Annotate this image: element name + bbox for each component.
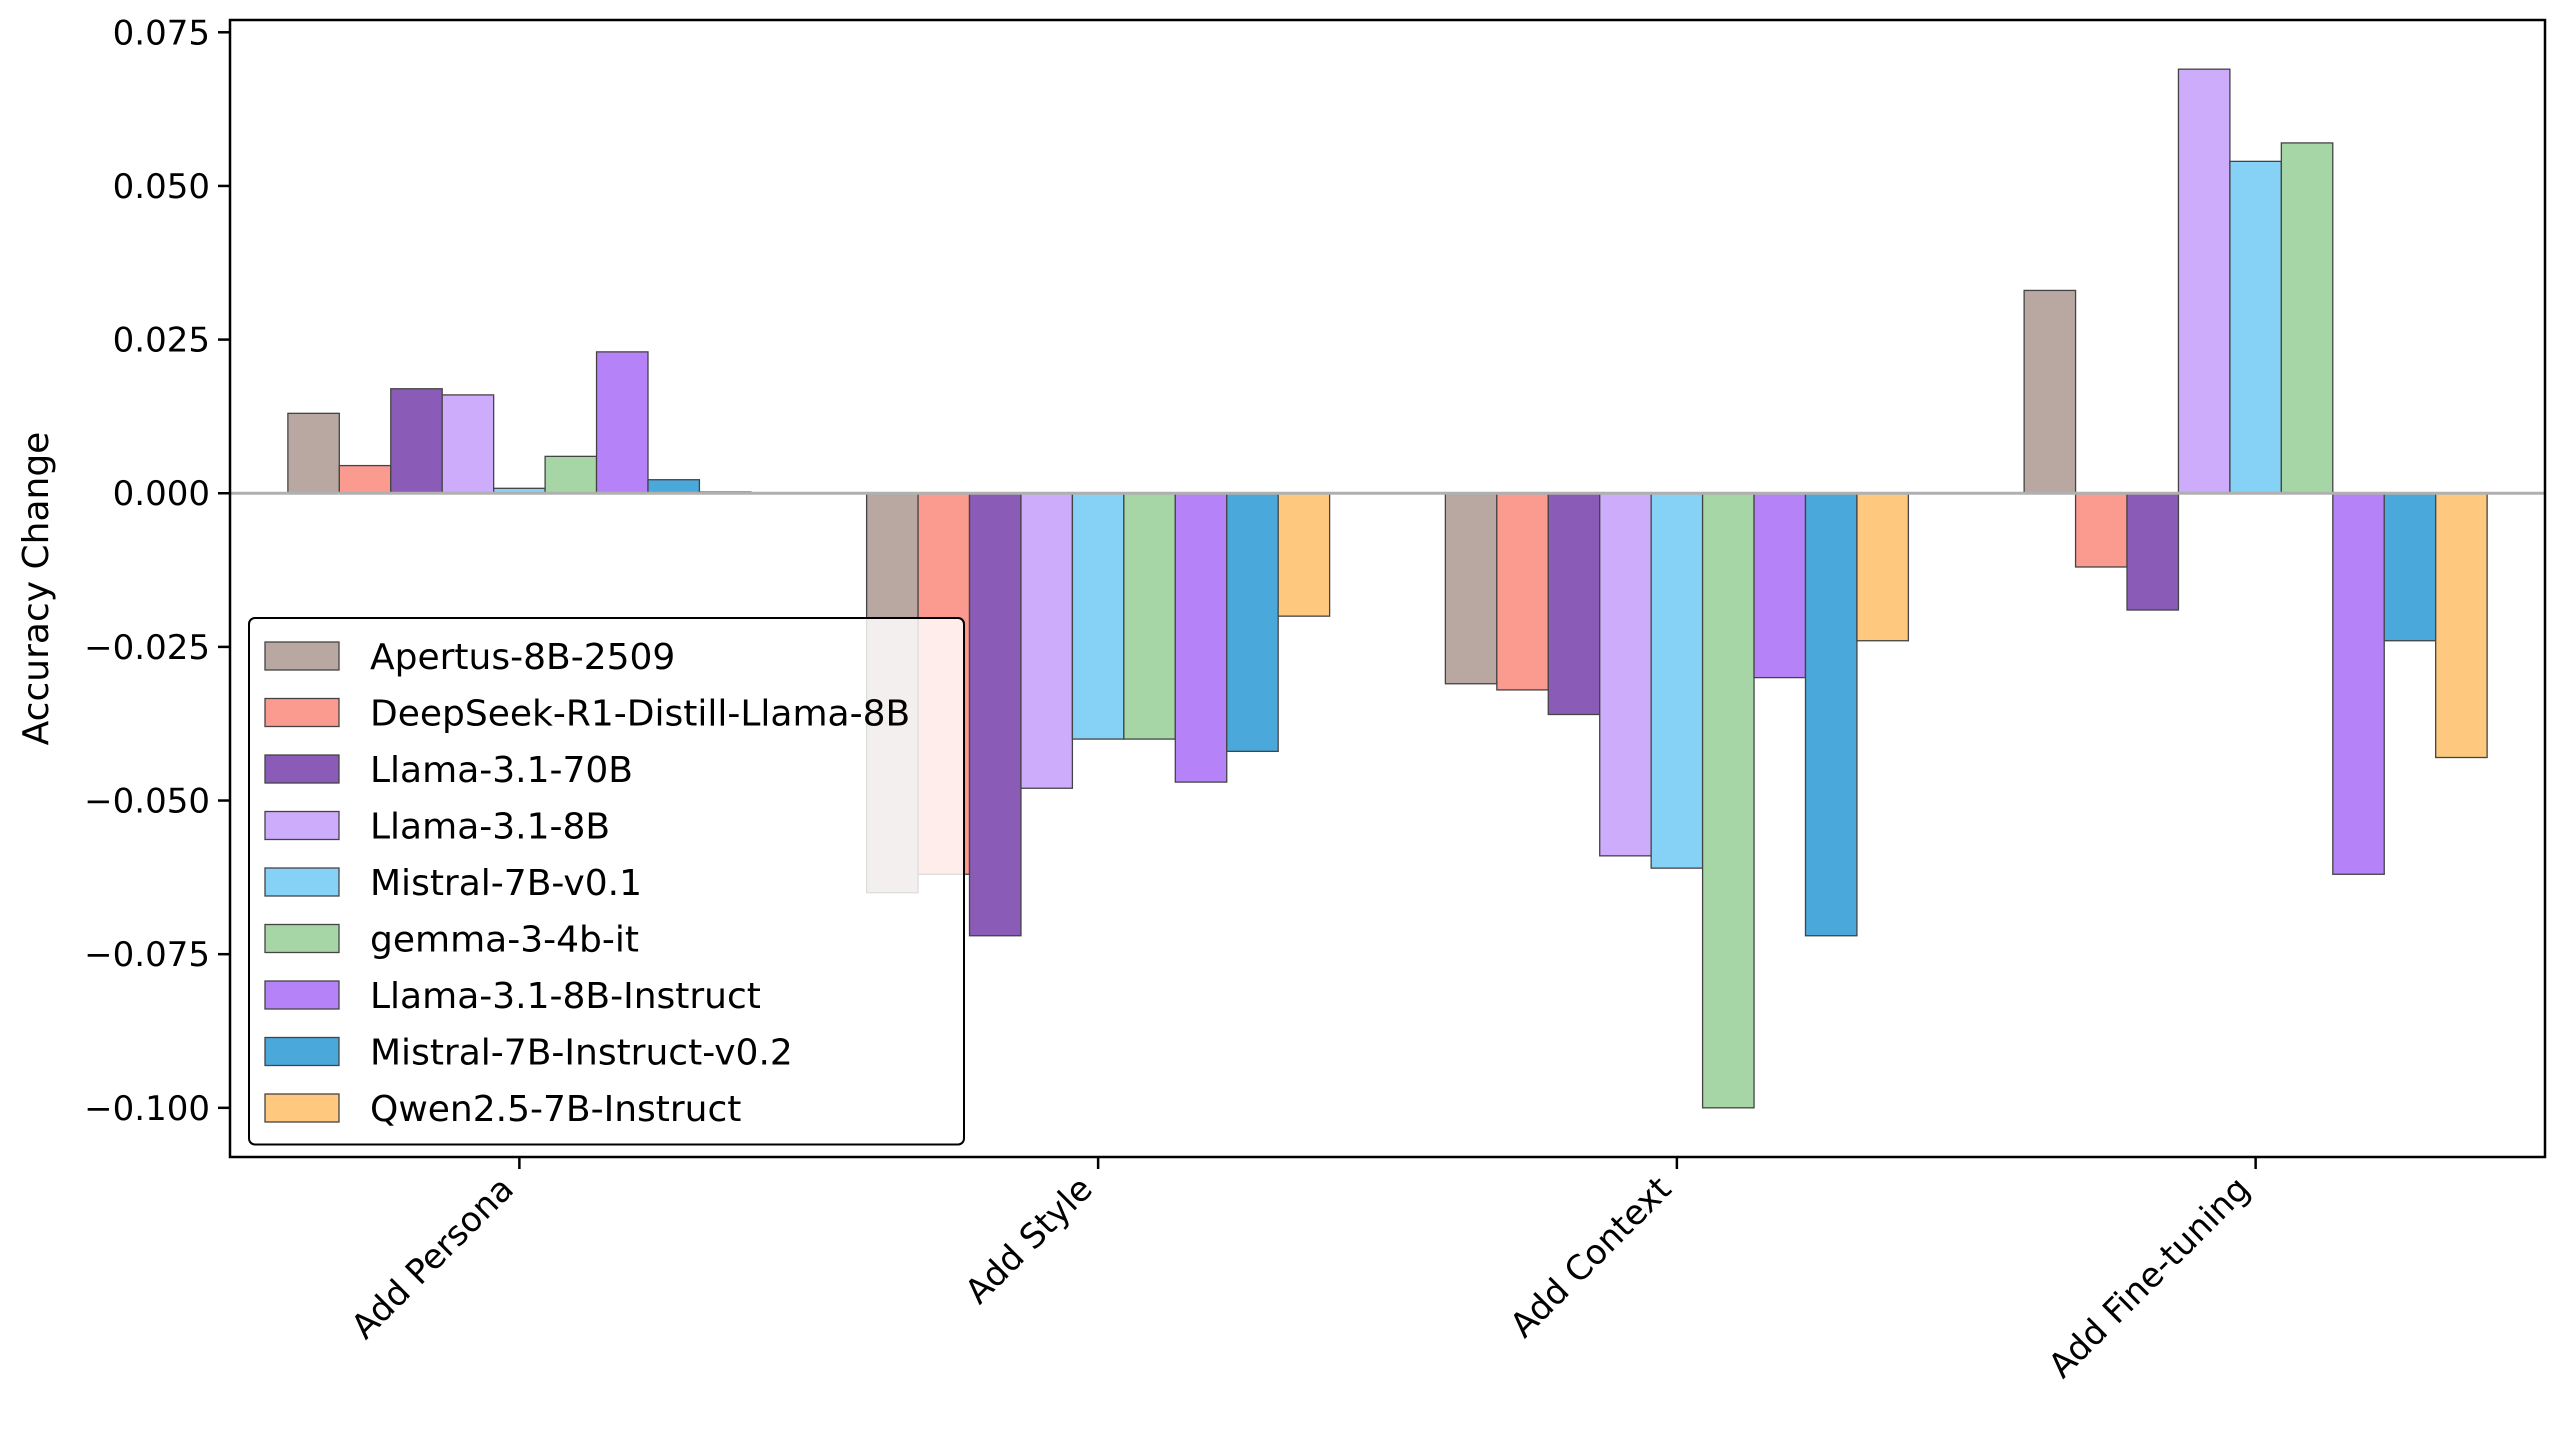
- bar-7-3: [1753, 492, 1807, 679]
- bar-4-2: [1020, 492, 1074, 789]
- x-tick-label: Add Context: [1503, 1169, 1680, 1346]
- legend-label: Llama-3.1-70B: [370, 750, 633, 791]
- legend-label: Qwen2.5-7B-Instruct: [370, 1089, 741, 1130]
- y-tick-label: 0.000: [113, 474, 210, 514]
- x-tick-label: Add Persona: [344, 1169, 522, 1347]
- bar-2-3: [1496, 492, 1549, 691]
- y-tick-label: −0.100: [84, 1089, 210, 1129]
- y-tick-label: 0.075: [113, 13, 210, 53]
- bar-1-4: [2023, 289, 2077, 494]
- y-tick-label: 0.025: [113, 321, 210, 361]
- bar-8-3: [1804, 492, 1858, 937]
- bar-6-3: [1701, 492, 1755, 1109]
- bar-8-1: [647, 479, 701, 494]
- legend-box: [248, 617, 965, 1146]
- bar-9-4: [2435, 492, 2488, 759]
- bar-8-2: [1226, 492, 1279, 753]
- legend-swatch: [264, 697, 340, 728]
- legend-label: Apertus-8B-2509: [370, 637, 675, 678]
- bar-5-4: [2229, 160, 2282, 494]
- legend-swatch: [264, 641, 340, 671]
- legend-swatch: [264, 980, 340, 1010]
- bar-6-4: [2280, 142, 2334, 494]
- bar-4-4: [2177, 68, 2231, 494]
- plot-frame: [228, 18, 2547, 1159]
- legend-swatch: [264, 923, 340, 954]
- y-tick-label: −0.050: [84, 782, 210, 822]
- bar-7-2: [1174, 492, 1228, 783]
- bar-6-1: [544, 455, 598, 494]
- legend-label: Llama-3.1-8B: [370, 807, 610, 848]
- legend-swatch: [264, 867, 340, 897]
- bar-9-3: [1856, 492, 1910, 642]
- x-tick-label: Add Fine-tuning: [2041, 1169, 2258, 1386]
- legend-swatch: [264, 1093, 340, 1123]
- bar-6-2: [1123, 492, 1176, 740]
- bar-4-1: [441, 394, 495, 494]
- bar-2-4: [2074, 492, 2128, 568]
- legend-label: Mistral-7B-v0.1: [370, 863, 642, 904]
- x-axis: Add Persona Add Style Add Context Add Fine-…: [344, 1157, 2258, 1386]
- y-axis-title: Accuracy Change: [16, 432, 57, 746]
- bar-5-3: [1650, 492, 1704, 869]
- bar-3-4: [2126, 492, 2180, 611]
- y-tick-label: −0.075: [84, 935, 210, 975]
- bar-1-3: [1444, 492, 1498, 685]
- bar-3-3: [1547, 492, 1601, 716]
- y-tick-label: 0.050: [113, 167, 210, 207]
- legend-swatch: [264, 754, 340, 784]
- bar-3-1: [390, 388, 443, 494]
- bar-2-1: [338, 464, 392, 494]
- legend-label: DeepSeek-R1-Distill-Llama-8B: [370, 694, 910, 735]
- legend-swatch: [264, 810, 340, 841]
- y-tick-label: −0.025: [84, 628, 210, 668]
- legend-label: gemma-3-4b-it: [370, 920, 639, 961]
- x-tick-label: Add Style: [958, 1169, 1101, 1312]
- bar-9-2: [1277, 492, 1331, 617]
- bar-5-2: [1071, 492, 1125, 740]
- bar-7-4: [2332, 492, 2385, 875]
- legend-label: Mistral-7B-Instruct-v0.2: [370, 1033, 793, 1074]
- y-axis: 0.075 0.050 0.025 0.000 −0.025 −0.050 −0.075 −0…: [84, 13, 230, 1129]
- legend-swatch: [264, 1036, 340, 1067]
- bar-3-2: [968, 492, 1022, 937]
- legend: Apertus-8B-2509 DeepSeek-R1-Distill-Llama…: [248, 617, 965, 1146]
- bar-1-1: [287, 412, 340, 494]
- bar-4-3: [1599, 492, 1652, 857]
- bar-8-4: [2383, 492, 2437, 642]
- bar-7-1: [595, 351, 649, 494]
- legend-label: Llama-3.1-8B-Instruct: [370, 976, 761, 1017]
